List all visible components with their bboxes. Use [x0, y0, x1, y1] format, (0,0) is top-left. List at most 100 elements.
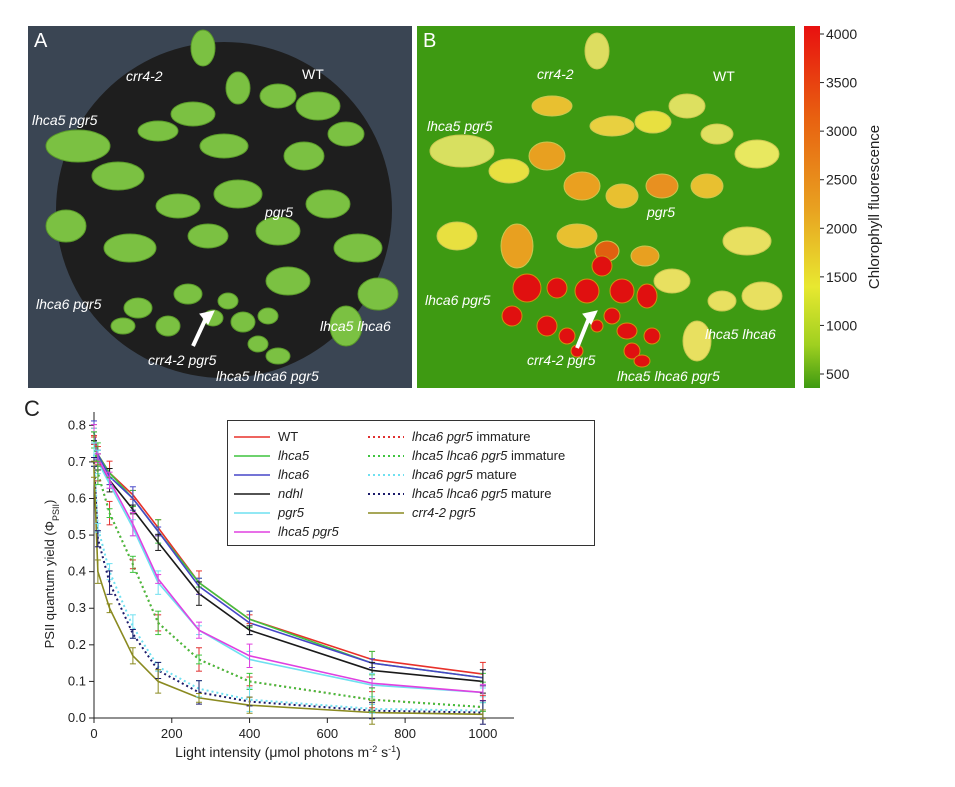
label-crr4-2-pgr5: crr4-2 pgr5: [527, 352, 596, 368]
legend-entry: crr4-2 pgr5: [368, 505, 476, 520]
error-bar: [106, 603, 113, 614]
legend-label: lhca5: [278, 448, 310, 463]
legend-label: WT: [278, 429, 298, 444]
y-tick-label: 0.1: [68, 673, 86, 688]
label-wt: WT: [302, 66, 324, 82]
legend-entry: lhca5: [234, 448, 310, 463]
error-bar: [196, 581, 202, 606]
label-pgr5: pgr5: [647, 204, 676, 220]
error-bar: [106, 570, 113, 595]
error-bar: [196, 692, 202, 703]
error-bar: [91, 460, 97, 478]
y-tick-label: 0.3: [68, 600, 86, 615]
label-lhca6-pgr5: lhca6 pgr5: [36, 296, 102, 312]
label-lhca5-lhca6-pgr5: lhca5 lhca6 pgr5: [216, 368, 319, 384]
legend-label: ndhl: [278, 486, 304, 501]
colorbar-tick-label: 2500: [826, 172, 857, 188]
y-tick-label: 0.8: [68, 417, 86, 432]
colorbar-tick-label: 1500: [826, 269, 857, 285]
error-bar: [155, 669, 162, 694]
error-bar: [246, 696, 253, 714]
colorbar: 4000 3500 3000 2500 2000 1500 1000 500 Chloroph…: [804, 26, 883, 388]
fluorescence-illustration: [429, 32, 783, 368]
line-chart: 0 200 400 600 800 1000 0.0 0.1 0.2 0.3 0.4 0.5 0.6 0.…: [42, 412, 514, 760]
x-tick-label: 200: [161, 726, 183, 741]
legend-label: lhca5 lhca6 pgr5 mature: [412, 486, 551, 501]
legend-entry: lhca6 pgr5 immature: [368, 429, 531, 444]
error-bar: [479, 709, 486, 720]
error-bar: [155, 533, 162, 551]
error-bar: [106, 508, 113, 519]
error-bar: [129, 628, 136, 639]
error-bar: [246, 672, 253, 690]
error-bar: [246, 625, 253, 636]
legend-content: WT lhca5 lhca6 ndhl pgr5 lhca5 pgr5 lhca6 pgr5…: [234, 429, 565, 539]
colorbar-gradient: [804, 26, 820, 388]
colorbar-tick-label: 3000: [826, 123, 857, 139]
error-bar: [196, 621, 202, 639]
error-bar: [369, 700, 376, 725]
legend-entry: WT: [234, 429, 298, 444]
error-bar: [129, 647, 136, 665]
x-axis-label: Light intensity (μmol photons m-2 s-1): [175, 744, 401, 760]
label-lhca5-lhca6: lhca5 lhca6: [320, 318, 391, 334]
y-tick-label: 0.0: [68, 710, 86, 725]
panel-a-label: A: [34, 30, 48, 52]
y-tick-label: 0.4: [68, 564, 86, 579]
legend-label: lhca5 pgr5: [278, 524, 339, 539]
legend-entry: lhca5 lhca6 pgr5 immature: [368, 448, 565, 463]
label-pgr5: pgr5: [265, 204, 294, 220]
panel-b-label: B: [423, 30, 437, 52]
label-lhca5-lhca6: lhca5 lhca6: [705, 326, 776, 342]
x-tick-label: 400: [239, 726, 261, 741]
colorbar-title: Chlorophyll fluorescence: [866, 125, 883, 289]
y-tick-label: 0.2: [68, 637, 86, 652]
error-bar: [246, 643, 253, 669]
error-bar: [155, 610, 162, 636]
error-bar: [196, 654, 202, 665]
legend: WT lhca5 lhca6 ndhl pgr5 lhca5 pgr5 lhca6 pgr5…: [227, 420, 595, 546]
legend-entry: pgr5: [234, 505, 305, 520]
legend-label: lhca6 pgr5 immature: [412, 429, 531, 444]
label-crr4-2: crr4-2: [537, 66, 574, 82]
legend-entry: ndhl: [234, 486, 304, 501]
panel-a-photo: A crr4-2 WT lhca5 pgr5 pgr5 lhca6 pgr5 l…: [28, 26, 412, 388]
error-bar: [129, 555, 136, 573]
error-bar: [155, 574, 162, 584]
x-tick-label: 600: [316, 726, 338, 741]
colorbar-tick-label: 3500: [826, 75, 857, 91]
legend-label: lhca6: [278, 467, 310, 482]
error-bar: [94, 559, 101, 584]
legend-label: pgr5: [277, 505, 305, 520]
legend-entry: lhca6 pgr5 mature: [368, 467, 517, 482]
legend-entry: lhca5 lhca6 pgr5 mature: [368, 486, 551, 501]
colorbar-tick-label: 2000: [826, 220, 857, 236]
error-bar: [106, 471, 113, 489]
legend-entry: lhca6: [234, 467, 310, 482]
label-crr4-2: crr4-2: [126, 68, 163, 84]
colorbar-tick-label: 1000: [826, 317, 857, 333]
legend-entry: lhca5 pgr5: [234, 524, 339, 539]
error-bar: [129, 511, 136, 537]
y-tick-label: 0.7: [68, 454, 86, 469]
label-lhca5-pgr5: lhca5 pgr5: [32, 112, 98, 128]
colorbar-tick-label: 4000: [826, 26, 857, 42]
x-tick-label: 1000: [468, 726, 497, 741]
x-tick-label: 800: [394, 726, 416, 741]
label-lhca5-lhca6-pgr5: lhca5 lhca6 pgr5: [617, 368, 720, 384]
error-bar: [94, 530, 101, 548]
label-crr4-2-pgr5: crr4-2 pgr5: [148, 352, 217, 368]
plant-photo-illustration: [45, 29, 399, 378]
legend-label: crr4-2 pgr5: [412, 505, 476, 520]
panel-b-fluorescence: B crr4-2 WT lhca5 pgr5 pgr5 lhca6 pgr5 l…: [417, 26, 795, 388]
y-tick-label: 0.6: [68, 490, 86, 505]
label-lhca6-pgr5: lhca6 pgr5: [425, 292, 491, 308]
x-tick-label: 0: [90, 726, 97, 741]
colorbar-tick-label: 500: [826, 366, 850, 382]
legend-label: lhca5 lhca6 pgr5 immature: [412, 448, 565, 463]
panel-c-label: C: [24, 396, 40, 421]
y-tick-label: 0.5: [68, 527, 86, 542]
y-axis-label: PSII quantum yield (ΦPSII): [42, 500, 61, 649]
label-lhca5-pgr5: lhca5 pgr5: [427, 118, 493, 134]
label-wt: WT: [713, 68, 735, 84]
